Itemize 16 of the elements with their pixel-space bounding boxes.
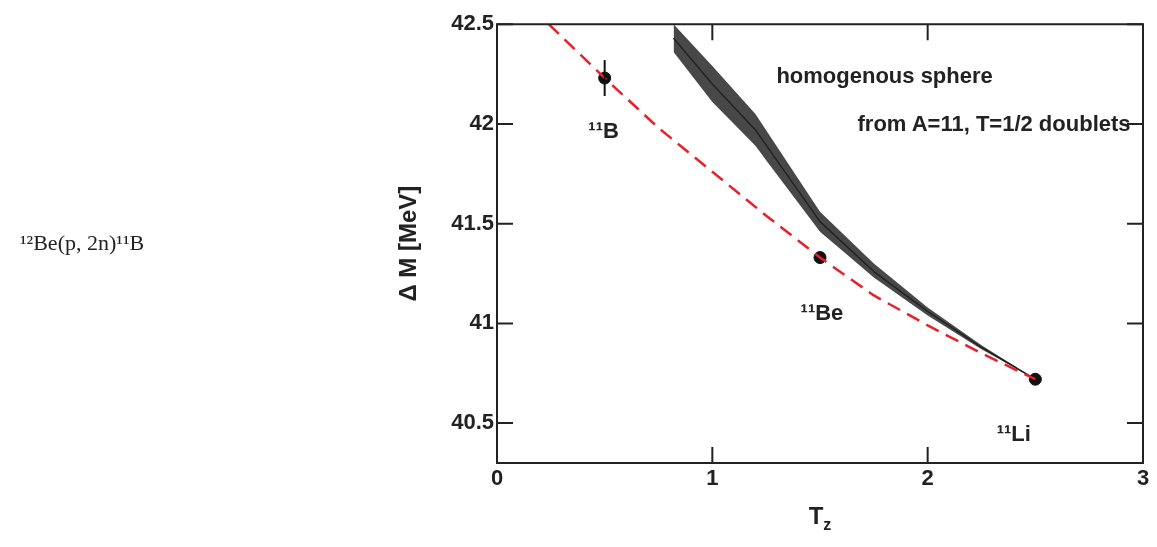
annotation: from A=11, T=1/2 doublets (857, 111, 1131, 137)
annotation: ¹¹Be (800, 299, 844, 325)
text: ¹²Be(p, 2n)¹¹B (20, 229, 145, 255)
annotation: ¹¹Li (996, 420, 1031, 446)
y-tick-label: 40.5 (451, 409, 494, 435)
y-tick-label: 41 (469, 309, 494, 335)
y-tick-label: 42 (469, 109, 494, 135)
x-tick-label: 1 (706, 465, 719, 491)
x-tick-label: 2 (921, 465, 934, 491)
x-tick-label: 0 (490, 465, 504, 491)
y-tick-label: 42.5 (451, 10, 494, 36)
x-tick-label: 3 (1136, 465, 1150, 491)
y-tick-label: 41.5 (451, 209, 494, 235)
annotation: homogenous sphere (776, 62, 993, 88)
y-axis-title: Δ M [MeV] (393, 185, 421, 302)
annotation: ¹¹B (588, 117, 619, 143)
